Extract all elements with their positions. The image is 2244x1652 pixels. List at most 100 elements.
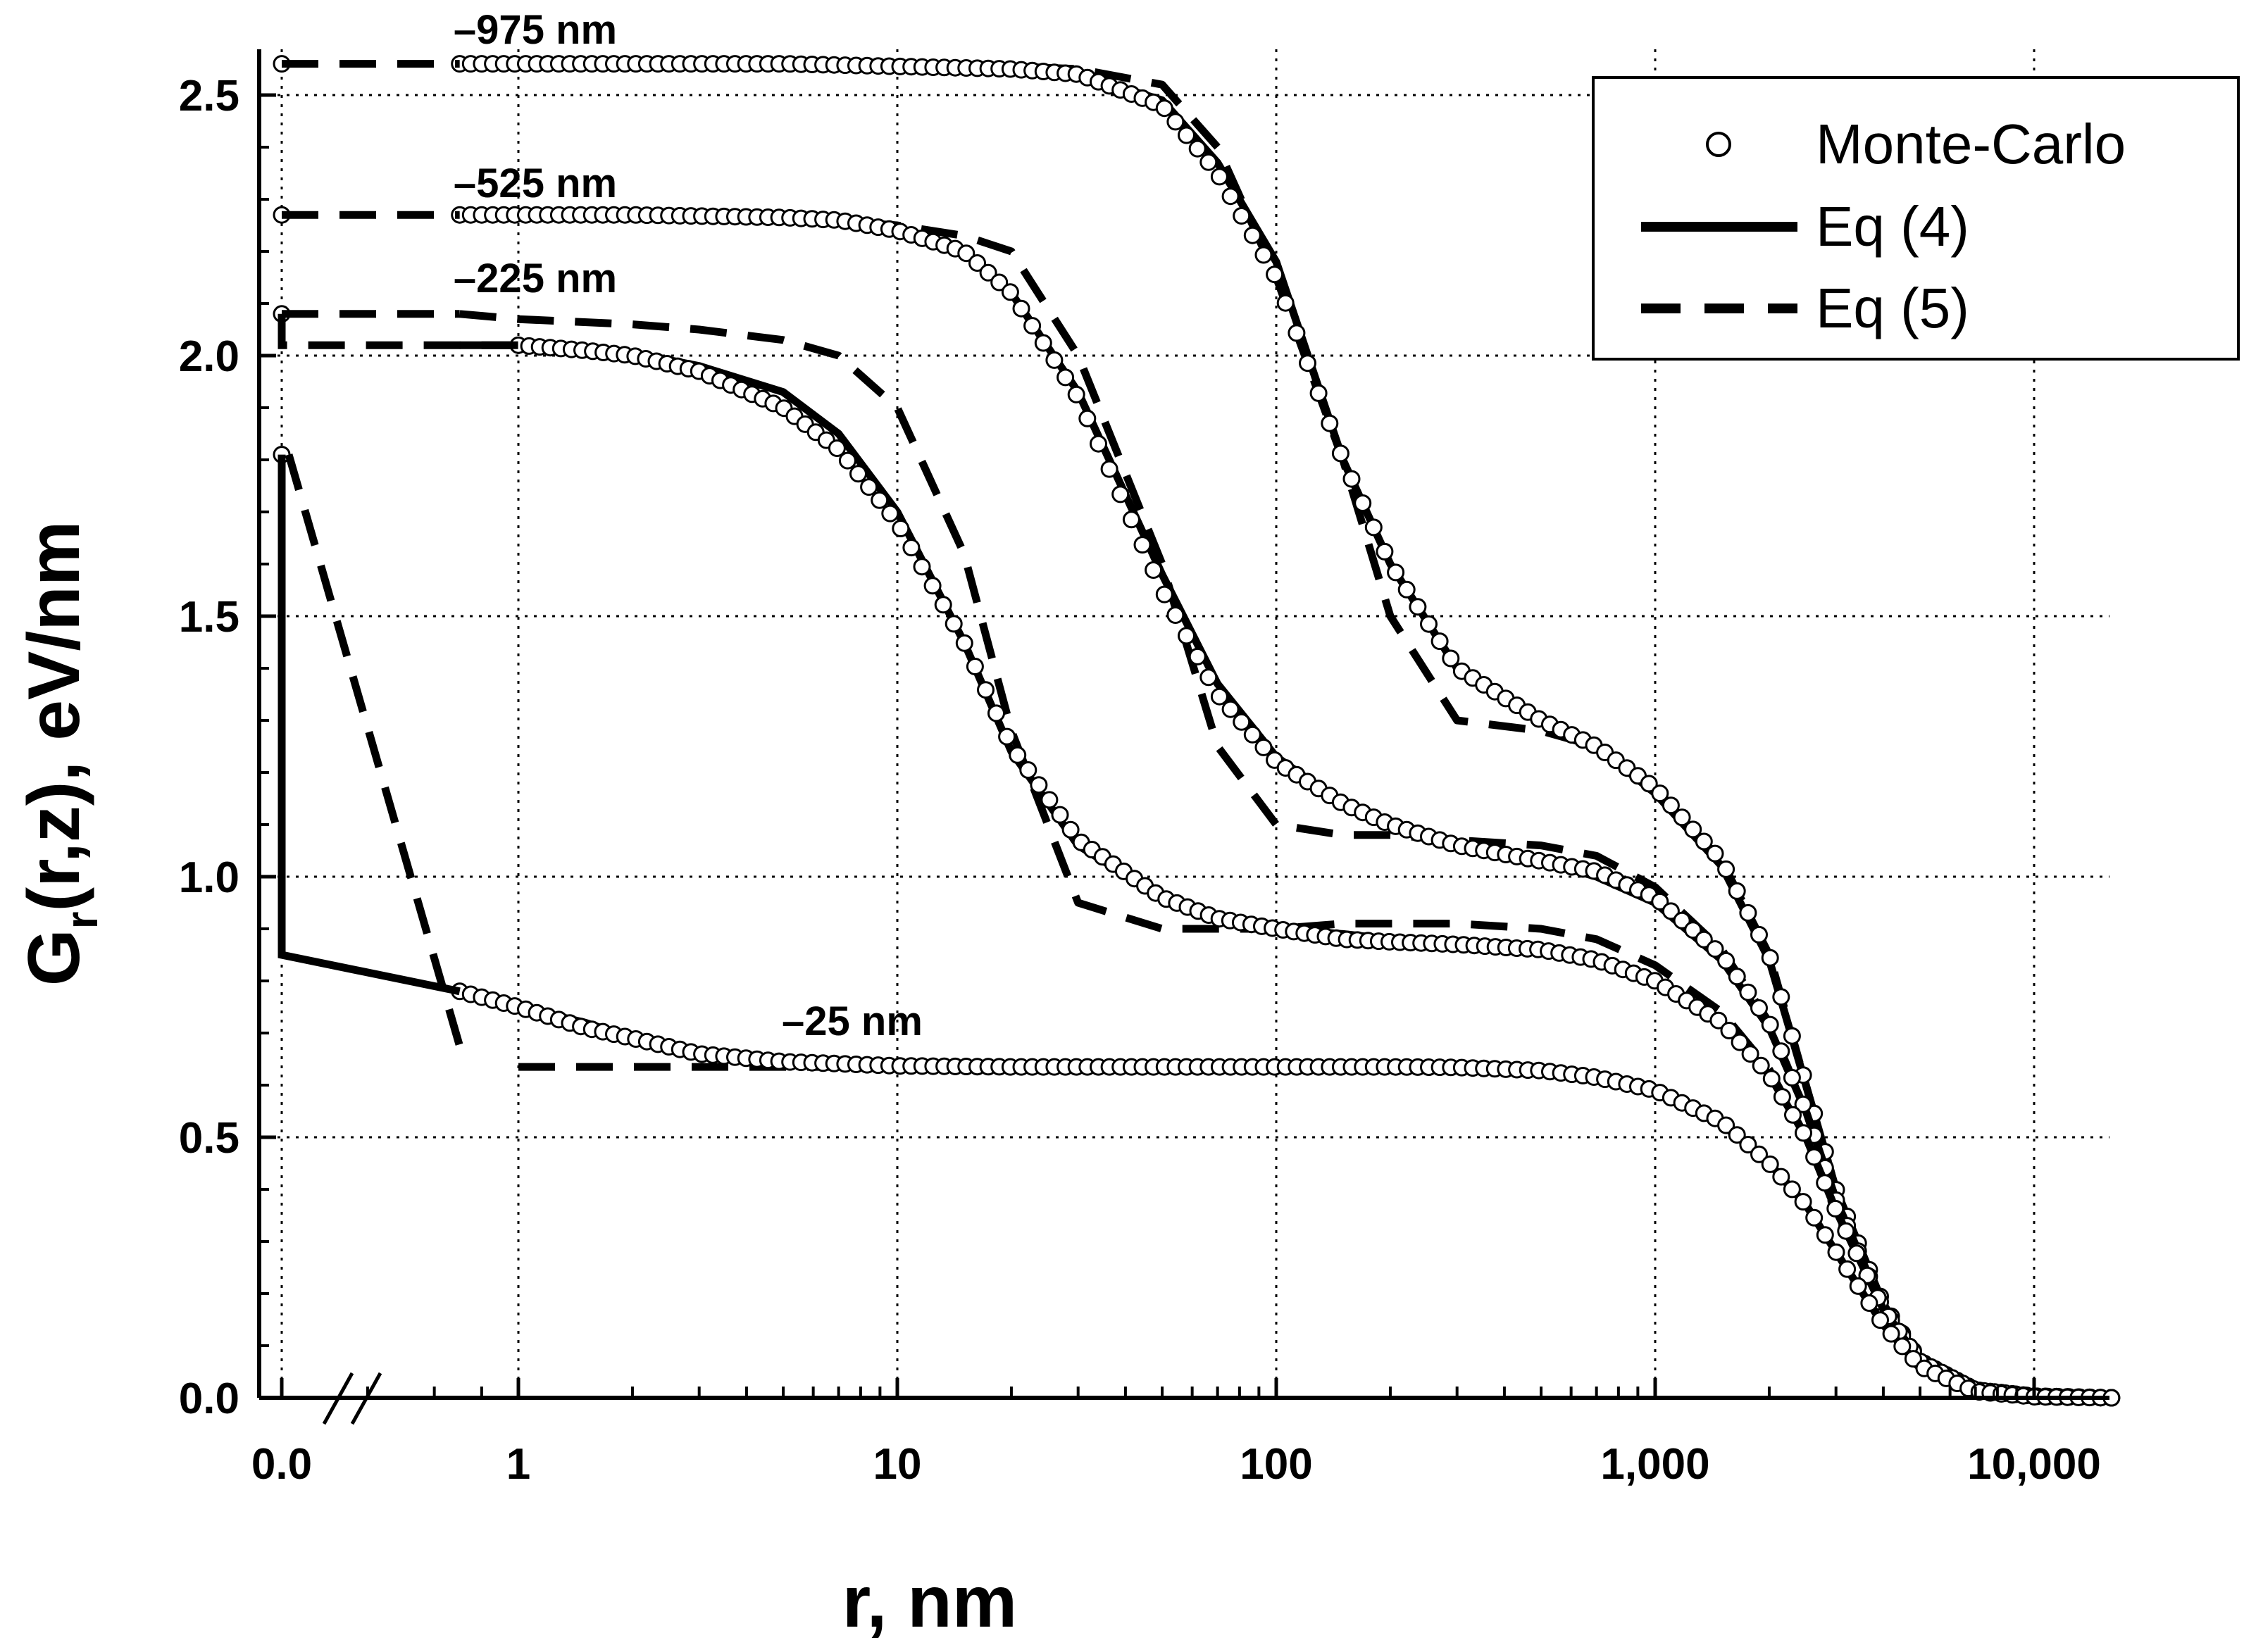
series-0-mc-point-110 [1662, 796, 1680, 815]
series-0-mc-point-121 [1783, 1027, 1801, 1045]
series-0-mc-point-79 [1321, 414, 1339, 432]
series-2-mc-point-122 [1805, 1148, 1824, 1166]
series-2-mc-point-39 [923, 577, 942, 595]
series-0-mc-point-90 [1442, 649, 1460, 668]
series-1-mc-point-69 [1210, 687, 1228, 706]
x-tick-label-2: 10 [873, 1440, 922, 1489]
series-2-mc-point-42 [955, 634, 973, 652]
series-0-mc-point-85 [1387, 563, 1405, 582]
series-2-eq4-stub [278, 313, 518, 349]
series-0-mc-point-81 [1342, 470, 1361, 488]
series-1-mc-point-70 [1221, 700, 1240, 718]
series-1-mc-point-64 [1155, 585, 1173, 603]
series-layer: –975 nm –525 nm –225 nm –25 nm [273, 7, 2121, 1407]
series-1-mc-point-67 [1188, 647, 1207, 665]
series-3-mc-point-122 [1794, 1193, 1812, 1211]
x-tick-label-5: 10,000 [1967, 1440, 2101, 1489]
series-0-mc-point-65 [1166, 113, 1185, 131]
series-2-mc-point-50 [1040, 791, 1059, 809]
series-3-mc-point-120 [1772, 1168, 1790, 1186]
series-2-mc-point-41 [945, 615, 963, 633]
series-2-mc-point-37 [902, 539, 921, 557]
series-3-mc-point-118 [1750, 1145, 1768, 1163]
series-2-mc-point-35 [881, 504, 899, 522]
legend-box [1592, 76, 2240, 361]
series-0-mc-point-82 [1354, 494, 1372, 512]
series-1-mc-point-49 [990, 273, 1009, 292]
series-2-mc-point-46 [998, 727, 1016, 746]
y-axis-title-rest: (r,z), eV/nm [13, 521, 95, 912]
series-0-mc-point-73 [1254, 246, 1273, 264]
series-0-mc-point-66 [1178, 126, 1195, 144]
series-1-mc-point-115 [1717, 951, 1735, 970]
series-2-mc-point-40 [934, 596, 952, 614]
series-0-mc-point-69 [1210, 168, 1228, 186]
x-axis-title: r, nm [842, 1561, 1018, 1643]
series-2-mc-point-43 [966, 658, 984, 675]
series-0-mc-point-111 [1673, 808, 1691, 827]
series-3-mc-point-128 [1860, 1294, 1878, 1312]
series-2-mc-point-33 [860, 478, 878, 496]
series-2-mc-point-121 [1795, 1124, 1812, 1142]
series-0-mc-point-116 [1728, 882, 1746, 900]
series-1-mc-point-116 [1728, 968, 1746, 986]
series-1-mc-point-73 [1254, 738, 1273, 756]
series-2-mc-point-124 [1826, 1199, 1845, 1218]
series-1-mc-point-113 [1695, 930, 1713, 949]
series-3-eq5-break-segment [285, 453, 468, 1060]
series-0-mc-point-77 [1299, 354, 1316, 373]
series-0-mc-point-113 [1695, 832, 1713, 851]
series-2-mc-point-36 [892, 520, 910, 537]
series-3-mc-point-129 [1871, 1311, 1889, 1329]
series-0-mc-point-67 [1188, 139, 1207, 158]
series-0-mc-point-119 [1761, 949, 1779, 967]
series-0-mc-point-87 [1409, 598, 1427, 616]
series-0-mc-point-75 [1276, 294, 1295, 312]
y-tick-label-2: 1.0 [179, 853, 239, 902]
series-0-mc-point-68 [1199, 153, 1218, 171]
series-1-mc-point-59 [1100, 460, 1118, 478]
series-0-mc-point-64 [1155, 99, 1173, 118]
series-2-eq5-line [459, 310, 2112, 1402]
series-3-mc-point-126 [1838, 1260, 1857, 1278]
series-0-mc-point-86 [1397, 580, 1416, 599]
series-1-mc-point-68 [1199, 668, 1218, 687]
series-1-mc-point-117 [1739, 983, 1757, 1001]
curve-label-0: –975 nm [454, 7, 617, 53]
series-1-mc-point-120 [1772, 1042, 1790, 1060]
series-1-mc-point-66 [1178, 627, 1195, 645]
y-axis-title-main: G [13, 929, 95, 986]
legend-marker-monte-carlo [1706, 132, 1731, 157]
series-3-mc-point-116 [1728, 1126, 1746, 1144]
series-2-mc-point-120 [1784, 1106, 1802, 1124]
series-0-mc-point-108 [1640, 775, 1658, 793]
series-0-mc-point-71 [1233, 207, 1251, 225]
series-2-mc-point-116 [1741, 1045, 1759, 1063]
series-3-mc-point-124 [1816, 1226, 1834, 1244]
series-2-mc-point-52 [1061, 820, 1080, 839]
series-0-mc-point-76 [1288, 324, 1306, 342]
series-1-mc-point-112 [1684, 921, 1702, 939]
series-1-mc-point-53 [1034, 334, 1052, 352]
series-3-eq4-break-segment [278, 454, 461, 996]
series-1-mc-point-55 [1056, 368, 1075, 387]
x-tick-label-4: 1,000 [1600, 1440, 1709, 1489]
series-3-mc-point-119 [1761, 1155, 1779, 1173]
series-2-mc-point-34 [871, 491, 889, 509]
series-3-mc-point-130 [1882, 1325, 1900, 1343]
series-2-mc-point-32 [849, 465, 867, 483]
series-1-mc-point-111 [1673, 911, 1691, 930]
series-2-mc-point-123 [1816, 1174, 1834, 1192]
series-0-mc-point-84 [1376, 542, 1394, 561]
series-2-mc-point-126 [1847, 1244, 1866, 1263]
series-1-mc-point-62 [1133, 536, 1152, 554]
series-1-mc-point-48 [979, 263, 997, 282]
curve-label-3: –25 nm [782, 999, 923, 1044]
y-tick-label-5: 2.5 [179, 72, 239, 120]
legend-label-eq4: Eq (4) [1816, 195, 1969, 258]
x-axis-break-mark-1 [322, 1372, 354, 1425]
legend-label-monte-carlo: Monte-Carlo [1816, 113, 2126, 175]
axes: 0.0 0.5 1.0 1.5 2.0 2.5 0.0 1 10 100 1,000 10,000 [179, 49, 2109, 1489]
series-0-mc-point-109 [1651, 784, 1669, 803]
x-axis-break-mark-2 [350, 1372, 382, 1425]
